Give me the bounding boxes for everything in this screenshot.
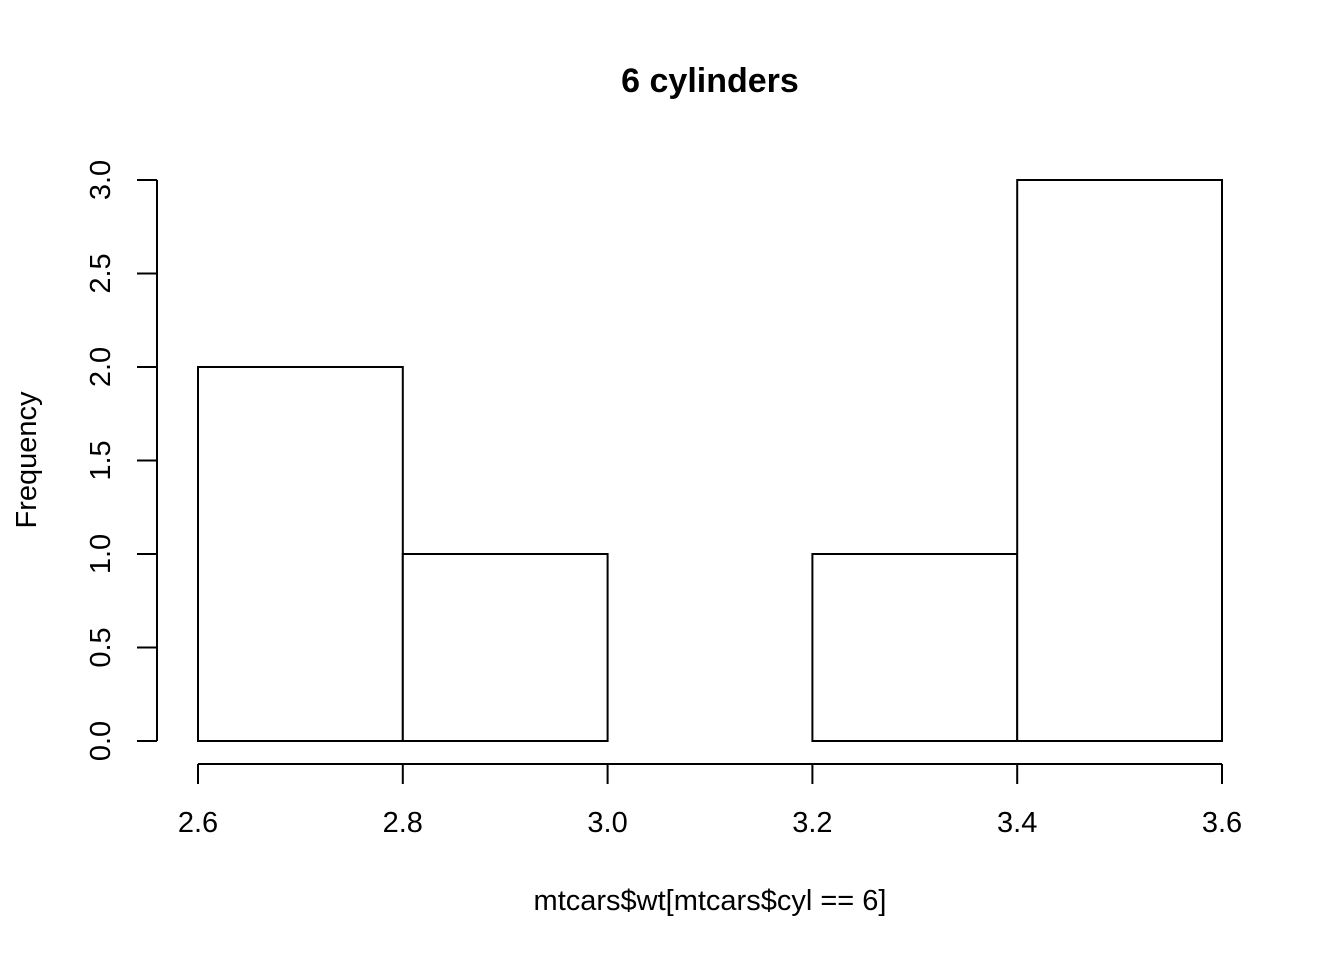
y-tick-label: 2.0 <box>85 347 117 387</box>
y-tick-label: 0.0 <box>85 721 117 761</box>
x-tick-label: 3.4 <box>997 807 1037 839</box>
x-tick-label: 2.6 <box>178 807 218 839</box>
y-tick-label: 1.0 <box>85 534 117 574</box>
histogram-bar-3 <box>811 553 1019 742</box>
y-tick-label: 3.0 <box>85 160 117 200</box>
y-tick-label: 2.5 <box>85 253 117 293</box>
histogram-bar-4 <box>1016 179 1224 742</box>
y-axis-label: Frequency <box>11 391 43 529</box>
histogram-bar-1 <box>401 553 609 742</box>
x-axis-label: mtcars$wt[mtcars$cyl == 6] <box>534 885 887 917</box>
x-tick-label: 2.8 <box>383 807 423 839</box>
chart-title: 6 cylinders <box>621 62 799 100</box>
y-tick-label: 0.5 <box>85 627 117 667</box>
bars-group <box>197 179 1224 742</box>
x-tick-label: 3.6 <box>1202 807 1242 839</box>
x-axis: 2.6 2.8 3.0 3.2 3.4 3.6 <box>178 763 1242 839</box>
histogram-bar-0 <box>197 366 404 742</box>
y-tick-label: 1.5 <box>85 440 117 480</box>
x-tick-label: 3.0 <box>587 807 627 839</box>
y-axis: 0.0 0.5 1.0 1.5 2.0 2.5 3.0 <box>85 160 158 761</box>
x-tick-label: 3.2 <box>792 807 832 839</box>
